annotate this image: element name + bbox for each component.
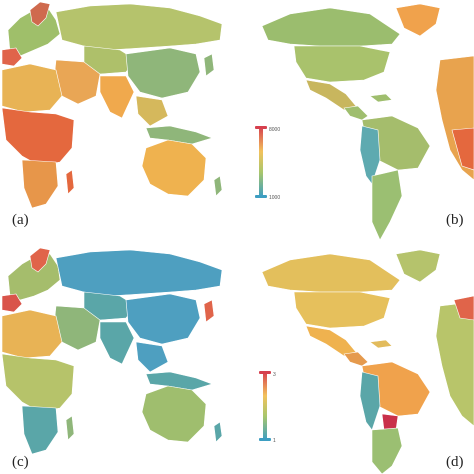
map-region-madagascar xyxy=(65,415,75,441)
map-region-australia xyxy=(141,385,207,443)
map-region-south-asia xyxy=(99,321,135,365)
map-region-japan xyxy=(203,299,215,323)
map-region-north-africa xyxy=(1,309,63,359)
map-region-southeast-asia xyxy=(135,95,169,127)
map-region-iberia xyxy=(1,47,23,67)
legend-top-min: 1000 xyxy=(269,195,280,201)
map-region-southeast-asia xyxy=(135,341,169,373)
map-region-greenland xyxy=(395,249,441,283)
map-region-east-asia xyxy=(125,47,201,99)
map-region-mexico xyxy=(305,79,357,111)
map-region-japan xyxy=(203,53,215,77)
legend-top-max: 8000 xyxy=(269,127,280,133)
map-region-north-africa xyxy=(1,63,63,113)
map-panel-c xyxy=(1,247,223,455)
map-panel-b xyxy=(261,3,474,241)
map-region-new-zealand xyxy=(213,421,223,443)
panel-label-a: (a) xyxy=(12,212,29,228)
map-panel-a xyxy=(1,1,223,209)
panel-label-c: (c) xyxy=(12,454,29,470)
map-region-southern-africa xyxy=(21,405,59,455)
map-region-north-asia xyxy=(55,249,223,297)
legend-top: 8000 1000 xyxy=(255,126,280,201)
map-region-mexico xyxy=(305,325,357,357)
map-region-usa xyxy=(293,291,391,329)
map-region-paraguay xyxy=(381,413,399,431)
panel-label-d: (d) xyxy=(446,454,464,470)
map-region-central-africa xyxy=(1,107,75,167)
map-region-south-asia xyxy=(99,75,135,119)
map-region-andes xyxy=(359,371,381,431)
map-region-usa xyxy=(293,45,391,83)
map-region-indonesia xyxy=(145,371,213,391)
map-region-east-asia xyxy=(125,293,201,345)
legend-bottom-max: 3 xyxy=(273,372,276,378)
map-region-central-america xyxy=(343,351,369,367)
map-region-central-america xyxy=(343,105,369,121)
map-region-iberia xyxy=(1,293,23,313)
map-region-caribbean xyxy=(369,339,393,349)
panel-label-b: (b) xyxy=(446,212,464,228)
map-region-north-asia xyxy=(55,3,223,51)
legend-bottom: 3 1 xyxy=(259,371,276,444)
map-region-africa-edge xyxy=(435,301,474,427)
map-region-africa-edge-south xyxy=(451,127,474,171)
map-region-indonesia xyxy=(145,125,213,145)
map-region-southern-cone xyxy=(371,427,403,474)
map-region-scandinavia xyxy=(29,1,51,27)
map-region-africa-edge-north xyxy=(453,295,474,321)
map-region-australia xyxy=(141,139,207,197)
map-region-canada xyxy=(261,7,401,47)
map-region-scandinavia xyxy=(29,247,51,273)
map-region-canada xyxy=(261,253,401,293)
map-region-new-zealand xyxy=(213,175,223,197)
map-region-southern-cone xyxy=(371,169,403,241)
map-region-madagascar xyxy=(65,169,75,195)
map-region-greenland xyxy=(395,3,441,37)
map-region-southern-africa xyxy=(21,159,59,209)
map-panel-d xyxy=(261,249,474,474)
map-region-caribbean xyxy=(369,93,393,103)
map-region-central-africa xyxy=(1,353,75,413)
legend-bottom-min: 1 xyxy=(273,438,276,444)
